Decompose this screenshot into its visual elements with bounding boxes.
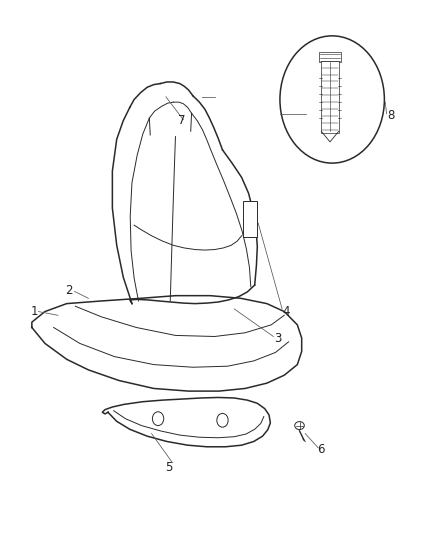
Text: 2: 2 [65, 284, 73, 297]
Polygon shape [32, 296, 302, 391]
Text: 3: 3 [274, 332, 282, 344]
Text: 6: 6 [318, 443, 325, 456]
Polygon shape [102, 398, 270, 447]
Text: 7: 7 [178, 114, 186, 127]
Text: 5: 5 [165, 462, 173, 474]
Bar [321, 61, 339, 133]
Bar [319, 52, 341, 62]
Text: 4: 4 [283, 305, 290, 318]
Text: 8: 8 [387, 109, 395, 122]
Ellipse shape [295, 422, 304, 430]
Circle shape [280, 36, 385, 163]
Text: 1: 1 [30, 305, 38, 318]
Bar [244, 201, 257, 237]
